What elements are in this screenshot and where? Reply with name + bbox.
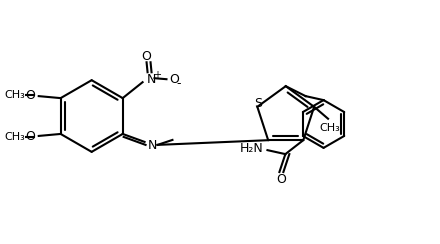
Text: O: O [25,131,35,143]
Text: H₂N: H₂N [240,142,264,155]
Text: CH₃: CH₃ [4,132,25,142]
Text: N: N [147,73,156,86]
Text: +: + [153,70,161,80]
Text: N: N [148,139,157,152]
Text: O: O [169,73,180,86]
Text: -: - [176,77,181,90]
Text: O: O [25,89,35,102]
Text: O: O [142,50,151,63]
Text: O: O [276,173,286,186]
Text: CH₃: CH₃ [4,90,25,100]
Text: CH₃: CH₃ [320,123,341,133]
Text: S: S [254,97,262,110]
